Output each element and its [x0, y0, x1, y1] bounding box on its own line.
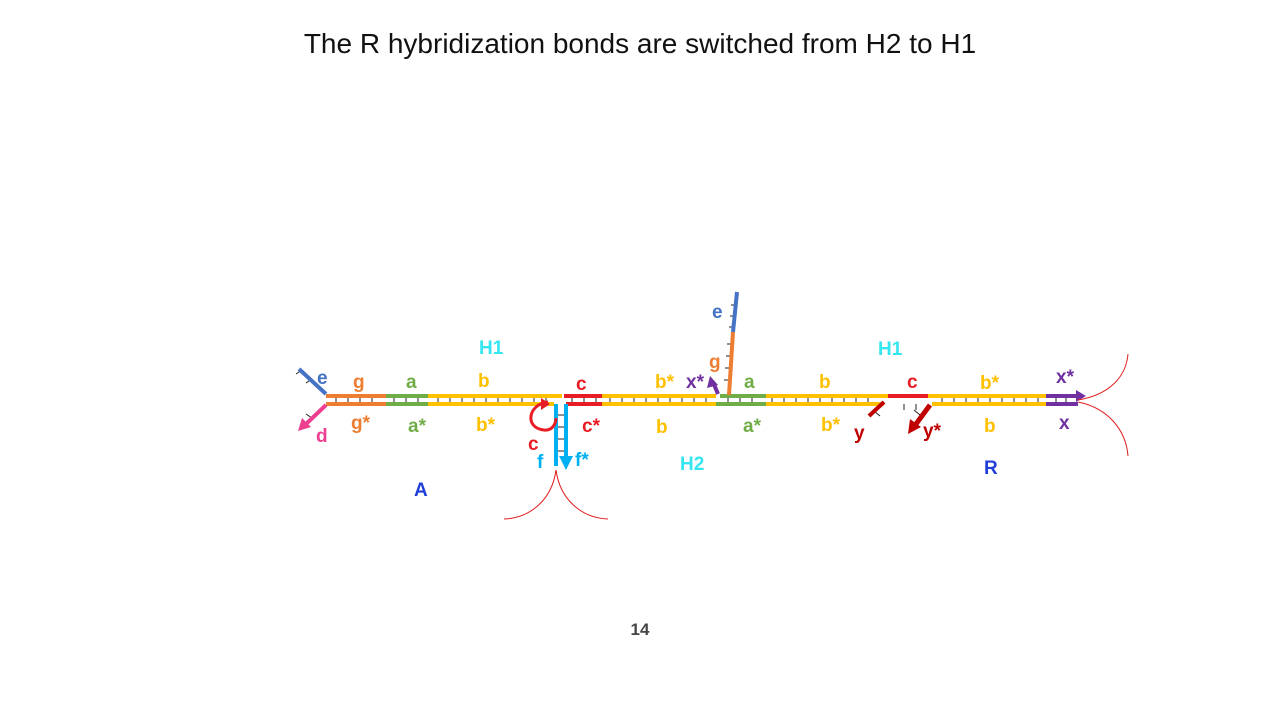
- label-y-star: y*: [923, 421, 942, 442]
- segment-y-star: [913, 403, 933, 426]
- label-g-top-mid: g: [709, 352, 721, 373]
- label-b-star-left: b*: [476, 415, 496, 436]
- label-d: d: [316, 426, 328, 447]
- arc-right-top: [1077, 353, 1129, 401]
- arrowhead-x-star-right: [1076, 390, 1086, 402]
- segment-e-vertical: [731, 291, 739, 333]
- label-c-star-mid: c*: [582, 416, 601, 437]
- segment-d: [304, 403, 328, 426]
- label-c-top-left: c: [576, 374, 587, 395]
- label-c-top-right: c: [907, 372, 918, 393]
- label-a-top-right: a: [744, 372, 755, 393]
- domain-labels: e d g g* a a* b b* c c c* f f* b* b x* e…: [316, 302, 1075, 473]
- arrowhead-f-star: [559, 456, 573, 470]
- segment-g-vertical: [727, 331, 735, 396]
- label-b-bottom-mid: b: [656, 417, 668, 438]
- label-b-star-far-right: b*: [980, 373, 1000, 394]
- page-number: 14: [630, 620, 650, 639]
- label-x-star-mid: x*: [686, 372, 705, 393]
- strand-label-h1-left: H1: [479, 338, 504, 359]
- label-g-star-left: g*: [351, 413, 371, 434]
- label-b-top-right: b: [819, 372, 831, 393]
- label-f: f: [537, 452, 544, 473]
- label-y: y: [854, 423, 865, 444]
- label-x-right: x: [1059, 413, 1070, 434]
- segment-e-left: [297, 367, 328, 396]
- arrowhead-y-star: [908, 419, 921, 434]
- strand-label-h2: H2: [680, 454, 704, 475]
- arc-right-bottom: [1077, 401, 1129, 457]
- label-e-left: e: [317, 368, 328, 389]
- arrowhead-d: [298, 418, 311, 431]
- label-f-star: f*: [575, 450, 589, 471]
- strand-label-a: A: [414, 480, 428, 501]
- arc-bottom-right: [555, 469, 609, 520]
- strand-label-h1-right: H1: [878, 339, 903, 360]
- label-a-top-left: a: [406, 372, 417, 393]
- arc-bottom-left: [503, 469, 557, 520]
- slide-title: The R hybridization bonds are switched f…: [303, 28, 977, 59]
- label-b-top-left: b: [478, 371, 490, 392]
- label-b-far-right: b: [984, 416, 996, 437]
- label-x-star-right: x*: [1056, 367, 1075, 388]
- arrowhead-c-loop: [541, 398, 550, 410]
- segment-y: [867, 400, 886, 418]
- arrowhead-x-star-mid: [707, 376, 718, 388]
- label-a-star-left: a*: [408, 416, 427, 437]
- label-b-star-top-mid: b*: [655, 372, 675, 393]
- label-b-star-right: b*: [821, 415, 841, 436]
- strand-labels: H1 H1 H2 A R: [414, 338, 998, 501]
- label-a-star-right: a*: [743, 416, 762, 437]
- label-g-top-left: g: [353, 372, 365, 393]
- strand-label-r: R: [984, 458, 998, 479]
- label-c-loop: c: [528, 434, 539, 455]
- label-e-top: e: [712, 302, 723, 323]
- c-loop-arc: [529, 400, 558, 432]
